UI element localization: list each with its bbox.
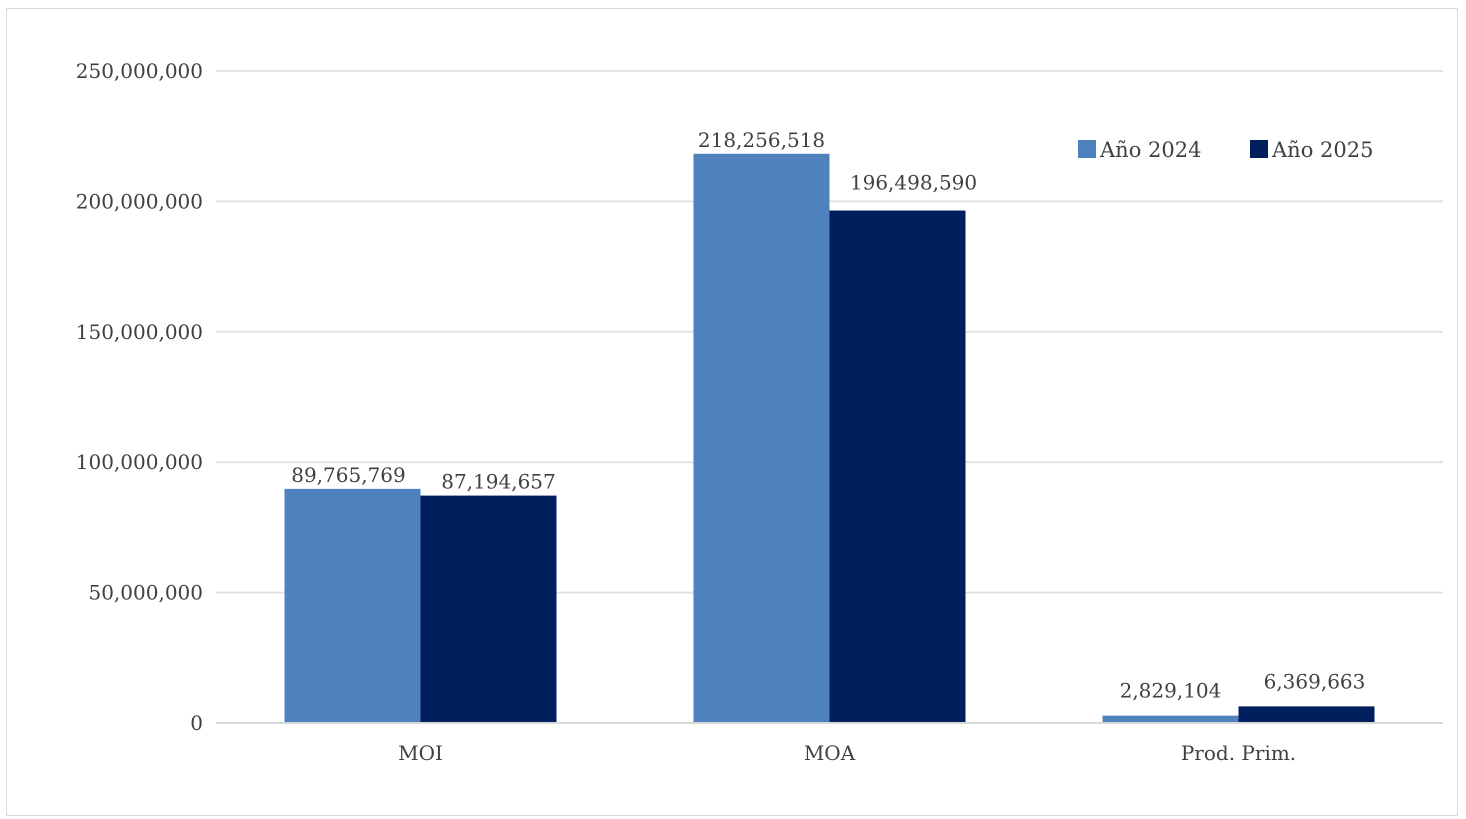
data-label-0-0: 89,765,769 <box>291 463 406 487</box>
legend-swatch-1 <box>1250 140 1268 158</box>
bar-2-0 <box>1102 715 1239 723</box>
y-tick-label-2: 100,000,000 <box>76 450 203 474</box>
bar-1-1 <box>829 210 966 723</box>
y-tick-label-4: 200,000,000 <box>76 189 203 213</box>
legend-label-1: Año 2025 <box>1271 138 1373 162</box>
bar-2-1 <box>1238 706 1375 723</box>
data-label-2-0: 2,829,104 <box>1120 679 1222 703</box>
x-category-label-2: Prod. Prim. <box>1181 741 1296 765</box>
data-label-2-1: 6,369,663 <box>1264 669 1366 693</box>
bar-1-0 <box>693 153 830 724</box>
x-category-label-1: MOA <box>804 741 856 765</box>
legend-swatch-0 <box>1078 140 1096 158</box>
y-tick-label-3: 150,000,000 <box>76 320 203 344</box>
data-label-0-1: 87,194,657 <box>441 470 556 494</box>
data-label-1-0: 218,256,518 <box>698 128 825 152</box>
y-tick-label-1: 50,000,000 <box>88 581 203 605</box>
y-tick-label-0: 0 <box>190 711 203 735</box>
bar-0-1 <box>420 495 557 723</box>
x-category-label-0: MOI <box>398 741 443 765</box>
y-tick-label-5: 250,000,000 <box>76 59 203 83</box>
bar-0-0 <box>284 488 421 723</box>
legend-label-0: Año 2024 <box>1099 138 1201 162</box>
data-label-1-1: 196,498,590 <box>850 171 977 195</box>
